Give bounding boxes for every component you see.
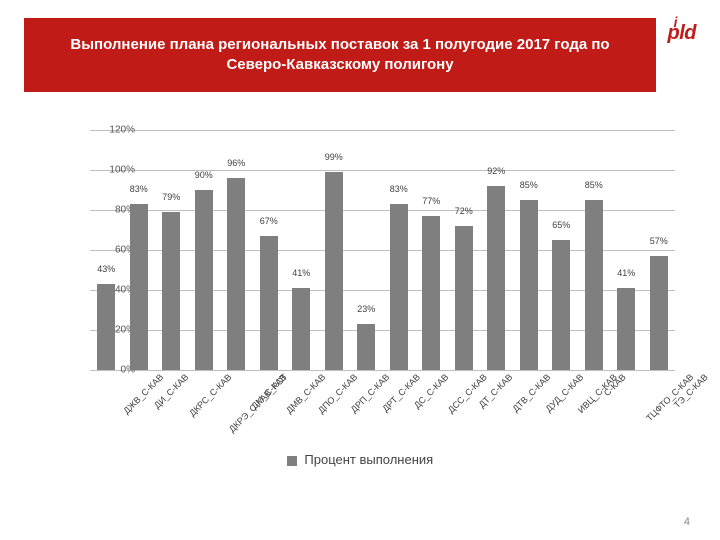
bar-slot: 92% xyxy=(480,130,513,370)
bar xyxy=(422,216,440,370)
x-label-slot: ДКРЭ_С-КАВ_РСТ xyxy=(188,372,221,452)
bar-slot: 41% xyxy=(285,130,318,370)
bar-slot: 43% xyxy=(90,130,123,370)
bar-slot: 57% xyxy=(643,130,676,370)
page-title: Выполнение плана региональных поставок з… xyxy=(46,35,634,76)
bar-slot: 83% xyxy=(123,130,156,370)
bar-value-label: 23% xyxy=(357,304,375,314)
chart-bars: 43% 83% 79% 90% 96% 67% 41% 99% 23% 83% 77% 72% 92% 8… xyxy=(90,130,675,370)
x-label-slot: ДКРС_С-КАВ xyxy=(155,372,188,452)
bar-slot: 72% xyxy=(448,130,481,370)
rzd-logo: pͥld xyxy=(668,22,697,45)
bar-value-label: 96% xyxy=(227,158,245,168)
bar-slot: 67% xyxy=(253,130,286,370)
bar xyxy=(195,190,213,370)
bar-slot: 85% xyxy=(513,130,546,370)
bar xyxy=(520,200,538,370)
x-label-slot: ДИ_С-КАВ xyxy=(123,372,156,452)
bar-value-label: 41% xyxy=(292,268,310,278)
x-label-slot: ДМ_С-КАВ xyxy=(220,372,253,452)
bar-slot: 90% xyxy=(188,130,221,370)
bar-value-label: 41% xyxy=(617,268,635,278)
bar xyxy=(292,288,310,370)
bar xyxy=(357,324,375,370)
x-label-slot: ДУД_С-КАВ xyxy=(513,372,546,452)
bar xyxy=(552,240,570,370)
bar xyxy=(227,178,245,370)
bar-slot: 79% xyxy=(155,130,188,370)
legend-swatch xyxy=(287,456,297,466)
bar-value-label: 57% xyxy=(650,236,668,246)
chart-legend: Процент выполнения xyxy=(40,452,680,467)
x-label-slot: ИВЦ_С-КАВ xyxy=(545,372,578,452)
bar-value-label: 43% xyxy=(97,264,115,274)
legend-label: Процент выполнения xyxy=(304,452,433,467)
bar xyxy=(390,204,408,370)
bar-value-label: 83% xyxy=(130,184,148,194)
bar-value-label: 99% xyxy=(325,152,343,162)
bar-slot: 83% xyxy=(383,130,416,370)
bar-value-label: 83% xyxy=(390,184,408,194)
title-banner: Выполнение плана региональных поставок з… xyxy=(24,18,656,92)
bar-slot: 85% xyxy=(578,130,611,370)
x-label-slot: ДТ_С-КАВ xyxy=(448,372,481,452)
bar xyxy=(617,288,635,370)
x-label-slot: ТЦФТО_С-КАВ xyxy=(610,372,643,452)
percent-completion-chart: 0%20%40%60%80%100%120% 43%83%79%90%96%67… xyxy=(40,130,680,465)
gridline xyxy=(90,370,675,371)
x-label-slot: ДРТ_С-КАВ xyxy=(350,372,383,452)
x-label-slot: ДТВ_С-КАВ xyxy=(480,372,513,452)
bar-value-label: 77% xyxy=(422,196,440,206)
x-label-slot: ДЖВ_С-КАВ xyxy=(90,372,123,452)
bar xyxy=(455,226,473,370)
x-label-slot: ДРП_С-КАВ xyxy=(318,372,351,452)
x-label-slot: С-КАВ xyxy=(578,372,611,452)
bar-value-label: 65% xyxy=(552,220,570,230)
bar xyxy=(325,172,343,370)
bar xyxy=(260,236,278,370)
bar xyxy=(487,186,505,370)
bar-slot: 23% xyxy=(350,130,383,370)
x-label-slot: ДС_С-КАВ xyxy=(383,372,416,452)
bar xyxy=(162,212,180,370)
x-label-slot: ТЭ_С-КАВ xyxy=(643,372,676,452)
bar-slot: 65% xyxy=(545,130,578,370)
bar xyxy=(650,256,668,370)
x-label-slot: ДПО_С-КАВ xyxy=(285,372,318,452)
page-number: 4 xyxy=(684,516,690,528)
x-label-slot: ДМВ_С-КАВ xyxy=(253,372,286,452)
bar-value-label: 85% xyxy=(585,180,603,190)
bar-value-label: 67% xyxy=(260,216,278,226)
bar-value-label: 79% xyxy=(162,192,180,202)
bar-value-label: 72% xyxy=(455,206,473,216)
bar-slot: 41% xyxy=(610,130,643,370)
bar-value-label: 92% xyxy=(487,166,505,176)
bar-value-label: 90% xyxy=(195,170,213,180)
bar xyxy=(130,204,148,370)
bar xyxy=(97,284,115,370)
bar-slot: 77% xyxy=(415,130,448,370)
bar-slot: 99% xyxy=(318,130,351,370)
x-label-slot: ДСС_С-КАВ xyxy=(415,372,448,452)
bar-value-label: 85% xyxy=(520,180,538,190)
chart-x-labels: ДЖВ_С-КАВДИ_С-КАВДКРС_С-КАВДКРЭ_С-КАВ_РС… xyxy=(90,372,675,452)
bar xyxy=(585,200,603,370)
bar-slot: 96% xyxy=(220,130,253,370)
